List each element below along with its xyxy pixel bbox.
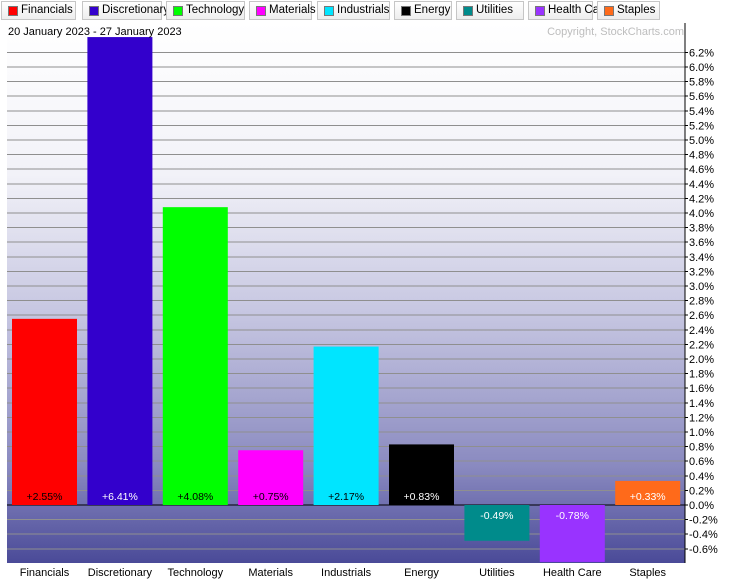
y-tick-label: 0.4% — [689, 471, 714, 483]
x-tick-label: Energy — [404, 567, 439, 579]
legend-swatch — [324, 6, 334, 16]
y-tick-label: 3.4% — [689, 252, 714, 264]
y-tick-label: 0.8% — [689, 442, 714, 454]
legend-swatch — [463, 6, 473, 16]
y-tick-label: 5.0% — [689, 135, 714, 147]
y-tick-label: -0.6% — [689, 544, 718, 556]
legend-swatch — [256, 6, 266, 16]
y-tick-label: 3.0% — [689, 281, 714, 293]
legend-swatch — [535, 6, 545, 16]
y-tick-label: 2.6% — [689, 310, 714, 322]
data-label: +0.75% — [253, 491, 289, 503]
x-tick-label: Utilities — [479, 567, 515, 579]
data-label: +4.08% — [177, 491, 213, 503]
legend-label: Staples — [617, 4, 656, 16]
legend-item-technology[interactable]: Technology — [166, 1, 245, 20]
bar-discretionary — [87, 37, 153, 505]
data-label: +0.83% — [404, 491, 440, 503]
legend-item-financials[interactable]: Financials — [1, 1, 76, 20]
data-label: +2.17% — [328, 491, 364, 503]
x-tick-label: Financials — [20, 567, 70, 579]
y-tick-label: 4.0% — [689, 208, 714, 220]
legend-swatch — [604, 6, 614, 16]
bar-materials — [238, 450, 304, 505]
x-tick-label: Health Care — [543, 567, 602, 579]
bar-industrials — [313, 346, 379, 505]
legend-label: Materials — [269, 4, 316, 16]
legend-label: Health Care — [548, 4, 610, 16]
date-range: 20 January 2023 - 27 January 2023 — [8, 26, 182, 38]
legend-label: Industrials — [337, 4, 390, 16]
bar-technology — [162, 207, 228, 505]
x-tick-label: Technology — [167, 567, 223, 579]
y-tick-label: 1.8% — [689, 369, 714, 381]
y-tick-label: 5.8% — [689, 77, 714, 89]
legend-label: Utilities — [476, 4, 514, 16]
y-tick-label: 2.0% — [689, 354, 714, 366]
y-tick-label: 3.2% — [689, 266, 714, 278]
y-tick-label: 3.6% — [689, 237, 714, 249]
y-tick-label: 6.0% — [689, 62, 714, 74]
bar-staples — [615, 480, 681, 505]
bar-health-care — [539, 505, 605, 562]
legend-item-materials[interactable]: Materials — [249, 1, 316, 20]
y-tick-label: 2.2% — [689, 339, 714, 351]
x-tick-label: Staples — [629, 567, 666, 579]
y-tick-label: 1.2% — [689, 412, 714, 424]
legend-swatch — [401, 6, 411, 16]
y-tick-label: -0.2% — [689, 515, 718, 527]
legend-label: Financials — [21, 4, 73, 16]
y-tick-label: 4.2% — [689, 193, 714, 205]
y-tick-label: 2.8% — [689, 296, 714, 308]
y-tick-label: -0.4% — [689, 529, 718, 541]
y-tick-label: 0.2% — [689, 485, 714, 497]
data-label: -0.78% — [556, 510, 589, 522]
legend-swatch — [89, 6, 99, 16]
y-tick-label: 1.4% — [689, 398, 714, 410]
legend-item-health-care[interactable]: Health Care — [528, 1, 609, 20]
legend-item-staples[interactable]: Staples — [597, 1, 660, 20]
legend-item-energy[interactable]: Energy — [394, 1, 452, 20]
data-label: +6.41% — [102, 491, 138, 503]
y-tick-label: 5.4% — [689, 106, 714, 118]
y-tick-label: 5.2% — [689, 120, 714, 132]
legend-label: Discretionary — [102, 4, 170, 16]
bar-utilities — [464, 505, 530, 541]
data-label: +2.55% — [27, 491, 63, 503]
y-tick-label: 6.2% — [689, 47, 714, 59]
y-tick-label: 0.6% — [689, 456, 714, 468]
y-tick-label: 4.8% — [689, 150, 714, 162]
x-tick-label: Materials — [248, 567, 293, 579]
data-label: +0.33% — [630, 491, 666, 503]
y-tick-label: 1.0% — [689, 427, 714, 439]
data-label: -0.49% — [480, 510, 513, 522]
legend-item-discretionary[interactable]: Discretionary — [82, 1, 169, 20]
y-tick-label: 4.6% — [689, 164, 714, 176]
legend-item-industrials[interactable]: Industrials — [317, 1, 390, 20]
y-tick-label: 4.4% — [689, 179, 714, 191]
x-tick-label: Discretionary — [88, 567, 153, 579]
y-tick-label: 0.0% — [689, 500, 714, 512]
legend-swatch — [8, 6, 18, 16]
legend-label: Energy — [414, 4, 451, 16]
copyright: Copyright, StockCharts.com — [547, 26, 684, 38]
y-tick-label: 5.6% — [689, 91, 714, 103]
y-tick-label: 2.4% — [689, 325, 714, 337]
y-tick-label: 1.6% — [689, 383, 714, 395]
legend-label: Technology — [186, 4, 245, 16]
x-tick-label: Industrials — [321, 567, 372, 579]
legend-swatch — [173, 6, 183, 16]
bar-financials — [12, 318, 77, 505]
legend-bar: Financials Discretionary Technology Materia… — [0, 0, 731, 23]
bar-energy — [389, 444, 454, 505]
legend-item-utilities[interactable]: Utilities — [456, 1, 524, 20]
y-tick-label: 3.8% — [689, 223, 714, 235]
